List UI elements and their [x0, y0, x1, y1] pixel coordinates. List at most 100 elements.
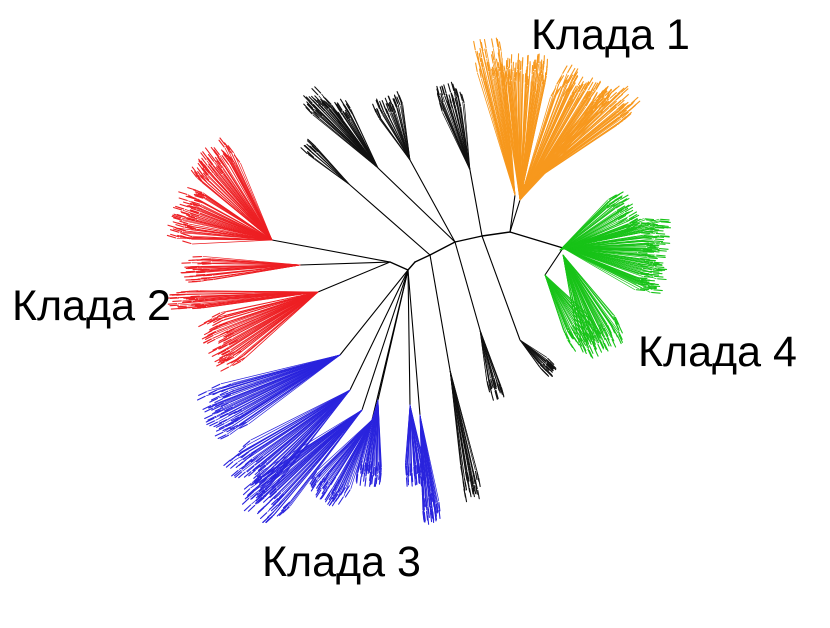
leaf-label-mark: [219, 353, 228, 359]
leaf-label-mark: [308, 96, 316, 104]
leaf-label-mark: [224, 142, 231, 151]
leaf-label-mark: [387, 95, 392, 105]
leaf-label-mark: [253, 463, 261, 471]
leaf-branch: [559, 228, 631, 251]
leaf-label-mark: [225, 461, 234, 468]
tree-branch: [509, 199, 521, 233]
leaf-branch: [248, 354, 341, 425]
leaf-label-mark: [328, 491, 335, 501]
leaf-label-mark: [370, 460, 373, 471]
leaf-label-mark: [440, 93, 444, 103]
leaf-label-mark: [601, 100, 610, 108]
leaf-label-mark: [422, 510, 425, 521]
leaf-label-mark: [360, 464, 363, 474]
leaf-label-mark: [409, 466, 412, 476]
leaf-label-mark: [183, 297, 193, 299]
leaf-label-mark: [321, 485, 328, 495]
leaf-label-mark: [184, 226, 194, 230]
leaf-label-mark: [176, 227, 187, 232]
leaf-label-mark: [337, 102, 343, 111]
leaf-branch: [259, 409, 363, 479]
leaf-label-mark: [172, 214, 182, 219]
leaf-label-mark: [606, 203, 616, 209]
leaf-branch: [315, 419, 373, 476]
leaf-branch: [544, 274, 579, 337]
tree-branch: [429, 241, 456, 256]
leaf-label-mark: [427, 506, 430, 517]
leaf-label-mark: [193, 189, 203, 193]
leaf-label-mark: [342, 110, 349, 120]
leaf-label-mark: [654, 229, 664, 232]
leaf-label-mark: [222, 150, 230, 159]
leaf-label-mark: [577, 84, 583, 93]
leaf-label-mark: [175, 205, 185, 210]
leaf-label-mark: [344, 112, 351, 121]
leaf-label-mark: [628, 211, 637, 217]
tree-branch: [377, 269, 409, 401]
leaf-label-mark: [596, 329, 601, 339]
leaf-label-mark: [255, 496, 263, 504]
leaf-label-mark: [204, 330, 213, 336]
leaf-label-mark: [472, 487, 475, 498]
leaf-label-mark: [260, 481, 268, 489]
leaf-label-mark: [344, 109, 351, 119]
tree-branch: [481, 235, 521, 341]
leaf-label-mark: [309, 102, 317, 110]
leaf-label-mark: [188, 298, 199, 301]
leaf-label-mark: [500, 63, 504, 74]
leaf-branch: [235, 354, 341, 428]
leaf-label-mark: [170, 233, 180, 238]
leaf-label-mark: [643, 260, 653, 263]
leaf-label-mark: [181, 211, 191, 216]
leaf-label-mark: [647, 285, 657, 288]
leaf-label-mark: [220, 347, 229, 353]
leaf-label-mark: [654, 266, 665, 269]
leaf-branch: [562, 247, 657, 280]
leaf-label-mark: [203, 318, 213, 324]
leaf-label-mark: [205, 417, 215, 423]
leaf-label-mark: [491, 66, 495, 77]
leaf-label-mark: [659, 225, 669, 227]
leaf-branch: [562, 254, 583, 345]
leaf-label-mark: [214, 357, 224, 363]
leaf-label-mark: [218, 356, 228, 362]
leaf-label-mark: [167, 303, 178, 305]
leaf-label-mark: [642, 237, 652, 240]
leaf-label-mark: [486, 383, 491, 393]
leaf-label-mark: [595, 81, 601, 91]
leaf-branch: [449, 369, 466, 493]
leaf-branch: [315, 152, 351, 186]
leaf-label-mark: [303, 103, 311, 111]
leaf-label-mark: [642, 249, 652, 251]
leaf-label-mark: [645, 279, 655, 282]
leaf-label-mark: [414, 475, 417, 486]
leaf-label-mark: [185, 217, 196, 222]
leaf-label-mark: [656, 256, 666, 258]
leaf-label-mark: [243, 471, 252, 478]
leaf-label-mark: [374, 108, 380, 118]
leaf-label-mark: [613, 92, 621, 99]
leaf-label-mark: [213, 150, 220, 159]
leaf-label-mark: [500, 387, 505, 397]
leaf-label-mark: [381, 100, 386, 110]
leaf-label-mark: [207, 153, 215, 162]
leaf-label-mark: [498, 383, 502, 393]
leaf-label-mark: [316, 99, 324, 107]
leaf-branch: [340, 125, 379, 169]
leaf-label-mark: [310, 483, 317, 492]
leaf-label-mark: [495, 37, 499, 48]
leaf-label-mark: [654, 238, 665, 241]
leaf-label-mark: [332, 493, 339, 502]
leaf-label-mark: [186, 225, 197, 230]
leaf-label-mark: [398, 94, 403, 104]
leaf-label-mark: [652, 264, 663, 266]
leaf-label-mark: [618, 198, 628, 204]
leaf-label-mark: [225, 332, 234, 338]
leaf-label-mark: [203, 164, 211, 173]
leaf-label-mark: [369, 471, 372, 481]
leaf-label-mark: [375, 474, 378, 485]
leaf-branch: [519, 339, 543, 367]
leaf-label-mark: [439, 102, 443, 112]
leaf-label-mark: [604, 337, 610, 347]
leaf-label-mark: [262, 516, 270, 524]
